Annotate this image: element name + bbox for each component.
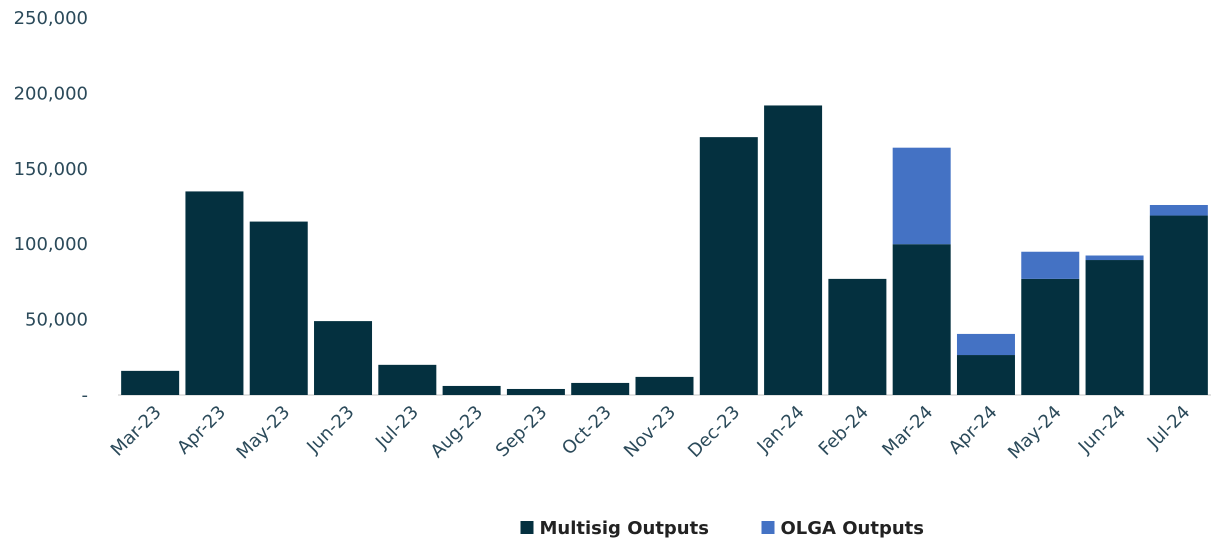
y-tick-label: - <box>82 385 89 406</box>
x-tick-label: Apr-23 <box>173 402 230 459</box>
bar-segment <box>1085 255 1144 261</box>
x-tick-label: Jan-24 <box>753 402 809 458</box>
x-tick-label: Jul-24 <box>1143 402 1195 454</box>
legend-swatch <box>761 521 775 534</box>
x-tick-label: Dec-23 <box>684 402 744 462</box>
x-tick-label: May-24 <box>1004 402 1066 464</box>
legend: Multisig Outputs OLGA Outputs <box>520 518 924 539</box>
legend-label: Multisig Outputs <box>540 518 709 539</box>
bar-segment <box>956 333 1015 356</box>
bar-segment <box>1021 251 1080 279</box>
x-tick-label: Feb-24 <box>815 402 873 460</box>
bar-segment <box>314 321 373 395</box>
bar-segment <box>892 147 951 245</box>
bar-segment <box>892 244 951 395</box>
bar-segment <box>1149 204 1208 216</box>
y-tick-label: 100,000 <box>14 234 88 255</box>
bar-segment <box>121 370 180 395</box>
legend-swatch <box>520 521 534 534</box>
x-tick-label: Jul-23 <box>371 402 423 454</box>
bar-segment <box>442 385 501 395</box>
x-tick-label: Sep-23 <box>492 402 552 462</box>
x-tick-label: Oct-23 <box>558 402 616 460</box>
bar-segment <box>828 278 887 395</box>
bar-segment <box>571 382 630 395</box>
x-tick-label: Aug-23 <box>427 402 487 462</box>
x-tick-label: Apr-24 <box>945 402 1002 459</box>
bar-segment <box>764 105 823 396</box>
bar-segment <box>1149 215 1208 395</box>
bar-segment <box>699 137 758 395</box>
x-tick-label: May-23 <box>233 402 295 464</box>
x-tick-label: Jun-24 <box>1074 402 1130 458</box>
bar-segment <box>249 221 308 395</box>
bar-segment <box>635 376 694 395</box>
bar-segment <box>185 191 244 395</box>
y-tick-label: 200,000 <box>14 83 88 104</box>
x-tick-label: Nov-23 <box>620 402 680 462</box>
x-tick-label: Mar-23 <box>107 402 166 461</box>
bar-segment <box>506 388 565 395</box>
x-tick-label: Mar-24 <box>878 402 937 461</box>
legend-label: OLGA Outputs <box>781 518 924 539</box>
y-tick-label: 50,000 <box>25 310 88 331</box>
x-tick-label: Jun-23 <box>302 402 358 458</box>
bar-segment <box>1021 278 1080 395</box>
bar-segment <box>378 364 437 395</box>
bar-segment <box>1085 260 1144 395</box>
y-tick-label: 250,000 <box>14 8 88 29</box>
bar-segment <box>956 355 1015 395</box>
y-tick-label: 150,000 <box>14 159 88 180</box>
